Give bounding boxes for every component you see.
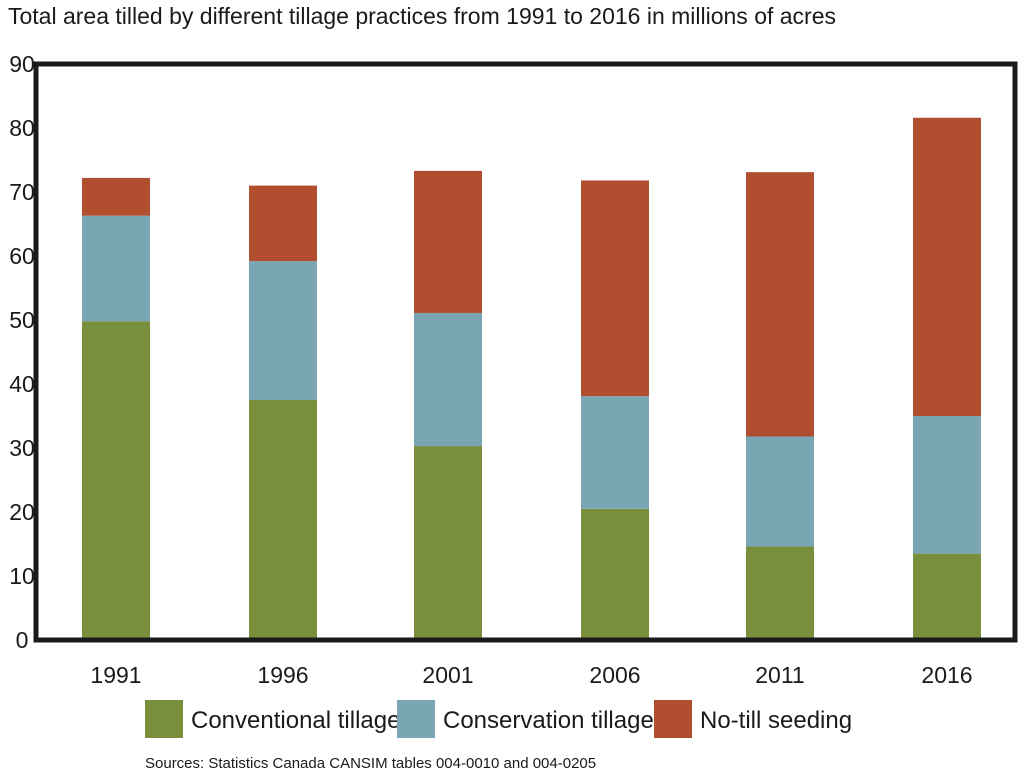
bar-conservation-tillage-2006 bbox=[581, 396, 649, 509]
bar-conventional-tillage-2011 bbox=[746, 546, 814, 640]
bar-conservation-tillage-1996 bbox=[249, 261, 317, 400]
legend-label: No-till seeding bbox=[700, 707, 852, 734]
y-tick-label: 80 bbox=[9, 115, 35, 141]
x-tick-label: 2011 bbox=[755, 662, 804, 688]
bars bbox=[82, 117, 981, 640]
bar-conventional-tillage-2001 bbox=[414, 446, 482, 640]
bar-conventional-tillage-1991 bbox=[82, 321, 150, 640]
legend-label: Conservation tillage bbox=[443, 707, 654, 734]
legend-label: Conventional tillage bbox=[191, 707, 400, 734]
y-tick-label: 70 bbox=[9, 179, 35, 205]
y-tick-label: 90 bbox=[9, 51, 35, 77]
bar-conventional-tillage-2016 bbox=[913, 553, 981, 640]
chart-title: Total area tilled by different tillage p… bbox=[8, 3, 836, 29]
bar-no-till-seeding-1996 bbox=[249, 185, 317, 262]
bar-conventional-tillage-1996 bbox=[249, 400, 317, 640]
y-tick-label: 10 bbox=[9, 563, 35, 589]
bar-no-till-seeding-2006 bbox=[581, 180, 649, 397]
y-tick-label: 0 bbox=[16, 627, 29, 653]
y-tick-label: 20 bbox=[9, 499, 35, 525]
x-tick-label: 2016 bbox=[921, 662, 972, 688]
x-tick-label: 1996 bbox=[257, 662, 308, 688]
y-tick-label: 60 bbox=[9, 243, 35, 269]
bar-conventional-tillage-2006 bbox=[581, 508, 649, 640]
legend-swatch-conservation-tillage bbox=[397, 700, 435, 738]
bar-no-till-seeding-2001 bbox=[414, 170, 482, 313]
legend: Conventional tillage Conservation tillage… bbox=[145, 700, 852, 738]
x-tick-label: 1991 bbox=[90, 662, 141, 688]
bar-conservation-tillage-2001 bbox=[414, 312, 482, 447]
bar-no-till-seeding-2011 bbox=[746, 172, 814, 437]
bar-no-till-seeding-1991 bbox=[82, 177, 150, 216]
legend-swatch-no-till-seeding bbox=[654, 700, 692, 738]
legend-swatch-conventional-tillage bbox=[145, 700, 183, 738]
bar-conservation-tillage-2011 bbox=[746, 436, 814, 547]
bar-no-till-seeding-2016 bbox=[913, 117, 981, 416]
x-tick-label: 2001 bbox=[422, 662, 473, 688]
source-note: Sources: Statistics Canada CANSIM tables… bbox=[145, 755, 596, 772]
x-tick-label: 2006 bbox=[589, 662, 640, 688]
y-tick-label: 30 bbox=[9, 435, 35, 461]
y-tick-label: 50 bbox=[9, 307, 35, 333]
x-axis-ticks: 1991 1996 2001 2006 2011 2016 bbox=[90, 662, 972, 688]
y-axis-ticks: 0 10 20 30 40 50 60 70 80 90 bbox=[9, 51, 35, 653]
plot-frame bbox=[33, 61, 1018, 643]
bar-conservation-tillage-1991 bbox=[82, 215, 150, 322]
y-tick-label: 40 bbox=[9, 371, 35, 397]
bar-conservation-tillage-2016 bbox=[913, 416, 981, 554]
